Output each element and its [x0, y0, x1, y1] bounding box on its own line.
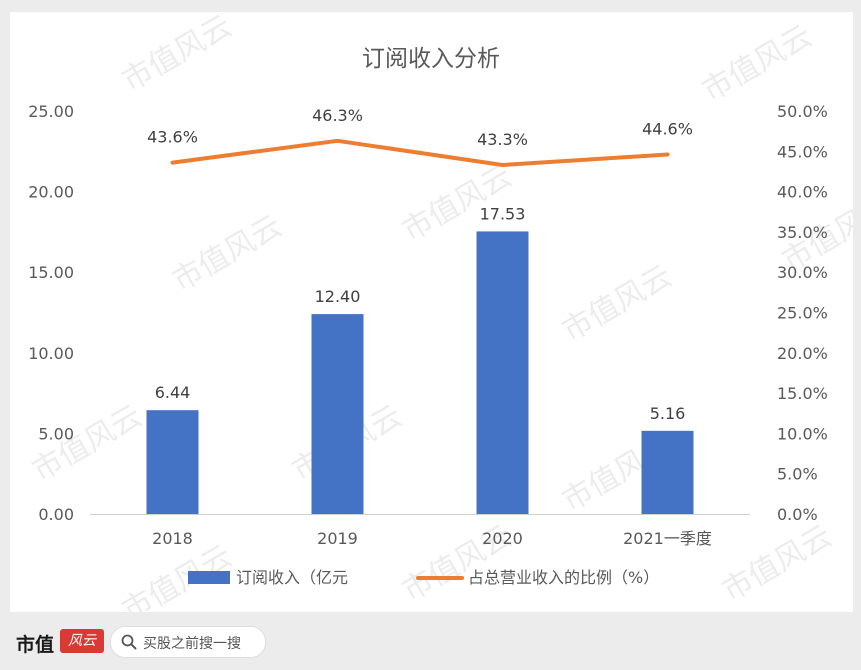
bar	[641, 430, 694, 514]
bar-data-label: 5.16	[650, 404, 686, 423]
x-tick-label: 2021一季度	[623, 529, 712, 548]
y-right-tick-label: 20.0%	[777, 344, 828, 363]
watermark-text: 市值风云	[27, 399, 148, 489]
bar-series	[146, 231, 694, 515]
x-tick-label: 2020	[482, 529, 523, 548]
legend: 订阅收入（亿元 占总营业收入的比例（%）	[188, 568, 659, 587]
y-right-tick-label: 50.0%	[777, 102, 828, 121]
data-labels: 6.44 12.40 17.53 5.16 43.6% 46.3% 43.3% 44.6%	[147, 106, 693, 423]
y-right-tick-label: 15.0%	[777, 384, 828, 403]
x-tick-label: 2018	[152, 529, 193, 548]
line-data-label: 43.3%	[477, 130, 528, 149]
bar	[311, 314, 364, 514]
line-data-label: 46.3%	[312, 106, 363, 125]
search-button[interactable]: 买股之前搜一搜	[110, 626, 266, 658]
brand-name: 市值	[16, 634, 55, 656]
chart-title: 订阅收入分析	[362, 46, 500, 72]
axes: 0.00 5.00 10.00 15.00 20.00 25.00 0.0% 5.0% 10.0…	[28, 102, 828, 548]
bar	[476, 231, 529, 515]
y-right-tick-label: 10.0%	[777, 424, 828, 443]
watermark-text: 市值风云	[717, 519, 838, 609]
bar-data-label: 6.44	[155, 383, 191, 402]
watermark-text: 市值风云	[117, 12, 238, 99]
y-right-tick-label: 0.0%	[777, 505, 818, 524]
x-tick-label: 2019	[317, 529, 358, 548]
y-right-tick-label: 5.0%	[777, 465, 818, 484]
legend-label-line: 占总营业收入的比例（%）	[468, 568, 659, 587]
line-series	[170, 138, 670, 168]
y-right-tick-label: 40.0%	[777, 183, 828, 202]
watermark-text: 市值风云	[697, 19, 818, 109]
bar-data-label: 12.40	[315, 287, 361, 306]
y-left-tick-label: 20.00	[28, 183, 74, 202]
line-point	[171, 161, 174, 165]
watermark-text: 市值风云	[167, 209, 288, 299]
y-right-tick-label: 30.0%	[777, 263, 828, 282]
y-left-tick-label: 0.00	[38, 505, 74, 524]
y-left-tick-label: 15.00	[28, 263, 74, 282]
chart-card: 市值风云 市值风云 市值风云 市值风云 市值风云 市值风云 市值风云 市值风云 市值风云 市值风云…	[10, 12, 853, 612]
footer-bar: 市值 风云 买股之前搜一搜	[0, 612, 861, 670]
bar-data-label: 17.53	[480, 204, 526, 223]
search-icon	[121, 634, 137, 650]
bar	[146, 410, 199, 514]
line-point	[666, 153, 669, 157]
y-right-tick-label: 25.0%	[777, 304, 828, 323]
y-left-tick-label: 25.00	[28, 102, 74, 121]
line-data-label: 44.6%	[642, 120, 693, 139]
brand-logo: 风云	[60, 629, 104, 653]
line-data-label: 43.6%	[147, 128, 198, 147]
y-right-tick-label: 35.0%	[777, 223, 828, 242]
y-right-tick-label: 45.0%	[777, 142, 828, 161]
y-left-tick-label: 10.00	[28, 344, 74, 363]
search-label: 买股之前搜一搜	[143, 636, 241, 652]
watermark-text: 市值风云	[557, 259, 678, 349]
line-point	[336, 139, 339, 143]
line-path	[170, 138, 670, 168]
legend-swatch-bar	[188, 571, 230, 584]
line-point	[501, 163, 504, 167]
legend-label-bar: 订阅收入（亿元	[236, 568, 348, 587]
y-left-tick-label: 5.00	[38, 424, 74, 443]
